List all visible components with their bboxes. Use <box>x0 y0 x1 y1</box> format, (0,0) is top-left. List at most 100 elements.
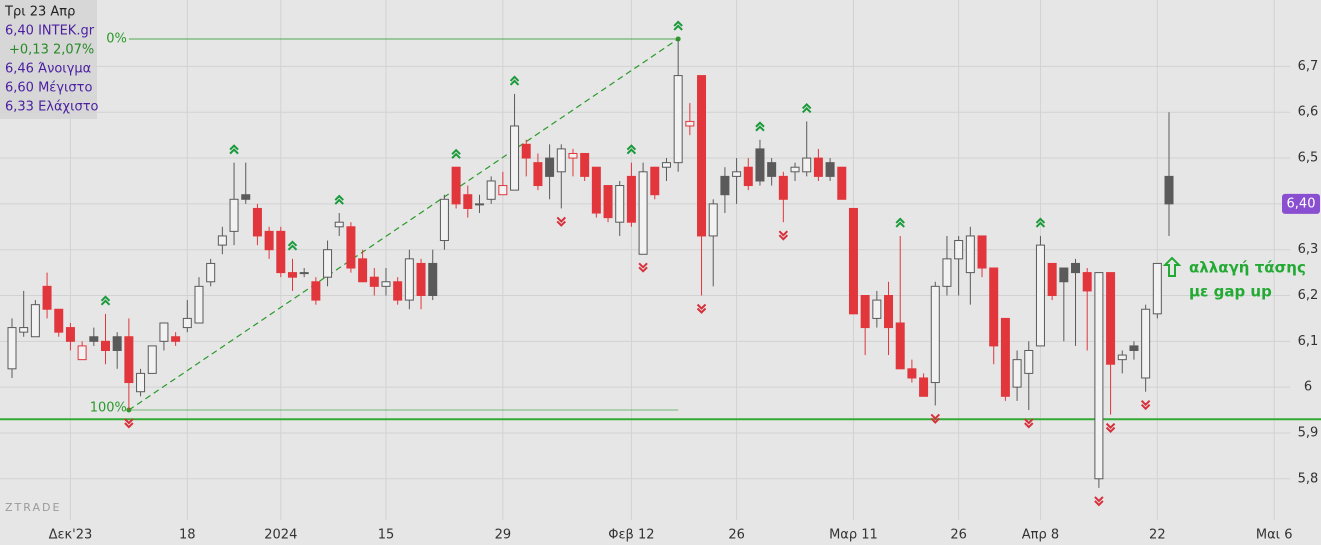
candle-body <box>942 258 952 287</box>
candle-body <box>323 249 333 278</box>
x-tick-label: Απρ 8 <box>1022 528 1059 543</box>
candle-body <box>42 285 52 310</box>
candle-body <box>697 75 707 237</box>
candle-body <box>685 120 695 127</box>
candle-body <box>813 157 823 177</box>
x-tick-label: Δεκ'23 <box>49 528 93 543</box>
candle-body <box>358 258 368 283</box>
x-tick-label: 29 <box>495 528 512 543</box>
candle-body <box>895 322 905 370</box>
candle-body <box>381 281 391 287</box>
candle-body <box>1059 267 1069 283</box>
swing-high-marker <box>626 144 637 155</box>
swing-high-marker <box>509 75 520 86</box>
candle-body <box>241 194 251 200</box>
swing-low-marker <box>930 413 940 424</box>
candle-body <box>474 203 484 206</box>
candle-body <box>580 152 590 177</box>
swing-high-marker <box>287 240 298 251</box>
candle-body <box>837 166 847 200</box>
candle-body <box>1094 272 1104 480</box>
candle-body <box>451 166 461 205</box>
candle-body <box>252 207 262 237</box>
candle-body <box>510 125 520 191</box>
candle-body <box>404 258 414 301</box>
candle-body <box>556 148 566 173</box>
candle-body <box>615 185 625 223</box>
candle-body <box>790 166 800 173</box>
candle-body <box>89 336 99 342</box>
fib-label: 0% <box>106 31 127 46</box>
annotation-text: αλλαγή τάσης <box>1189 259 1306 277</box>
candle-body <box>708 203 718 237</box>
swing-high-marker <box>100 295 111 306</box>
candle-body <box>977 235 987 269</box>
candle-body <box>661 162 671 168</box>
swing-low-marker <box>556 216 566 227</box>
candle-body <box>19 327 29 333</box>
y-tick-label: 6,2 <box>1298 288 1319 303</box>
candle-body <box>1071 262 1081 274</box>
candle-body <box>1141 308 1151 379</box>
candle-body <box>650 166 660 196</box>
swing-high-marker <box>451 148 461 159</box>
candle-body <box>54 308 64 333</box>
y-tick-label: 6,6 <box>1298 105 1319 120</box>
candle-body <box>965 235 975 274</box>
candle-body <box>919 377 929 397</box>
last-price-box <box>1282 193 1320 214</box>
swing-low-marker <box>1094 496 1104 507</box>
candle-body <box>65 327 75 342</box>
candle-body <box>439 198 449 242</box>
fib-label: 100% <box>90 401 127 416</box>
candle-body <box>767 162 777 177</box>
candle-body <box>1012 359 1022 388</box>
candle-body <box>393 281 403 301</box>
candle-body <box>778 175 788 200</box>
swing-low-marker <box>778 230 789 241</box>
y-tick-label: 6,1 <box>1298 334 1319 349</box>
candle-body <box>743 166 753 187</box>
candle-body <box>930 285 940 384</box>
candle-body <box>147 345 157 374</box>
x-tick-label: Φεβ 12 <box>608 528 654 543</box>
candle-body <box>334 221 344 228</box>
info-line: +0,13 2,07% <box>9 43 94 58</box>
candle-body <box>848 207 858 315</box>
candle-body <box>989 267 999 347</box>
info-line: 6,33 Ελάχιστο <box>5 100 99 115</box>
candle-body <box>311 281 321 301</box>
candle-body <box>264 230 274 251</box>
swing-low-marker <box>1105 422 1116 434</box>
swing-low-marker <box>124 418 134 429</box>
candle-body <box>428 262 438 297</box>
candle-body <box>755 148 765 182</box>
swing-low-marker <box>696 303 707 314</box>
candle-body <box>603 185 613 219</box>
info-box <box>0 0 97 119</box>
watermark: ZTRADE <box>5 501 61 514</box>
candle-body <box>416 262 426 297</box>
swing-high-marker <box>895 217 905 228</box>
candle-body <box>884 295 894 329</box>
candle-body <box>136 372 146 393</box>
candle-body <box>346 226 356 269</box>
candle-body <box>907 368 917 379</box>
candle-body <box>194 285 204 324</box>
candle-body <box>1106 272 1116 365</box>
candle-body <box>533 162 543 187</box>
swing-high-marker <box>1035 217 1046 228</box>
y-tick-label: 6,7 <box>1298 59 1319 74</box>
candle-body <box>124 336 134 384</box>
swing-high-marker <box>229 144 239 155</box>
candle-body <box>1152 262 1162 315</box>
info-line: 6,60 Μέγιστο <box>5 81 92 96</box>
candle-body <box>638 171 648 255</box>
info-line: 6,46 Άνοιγμα <box>5 62 91 77</box>
candle-body <box>954 240 964 260</box>
candle-body <box>521 143 531 159</box>
candle-body <box>229 198 239 232</box>
